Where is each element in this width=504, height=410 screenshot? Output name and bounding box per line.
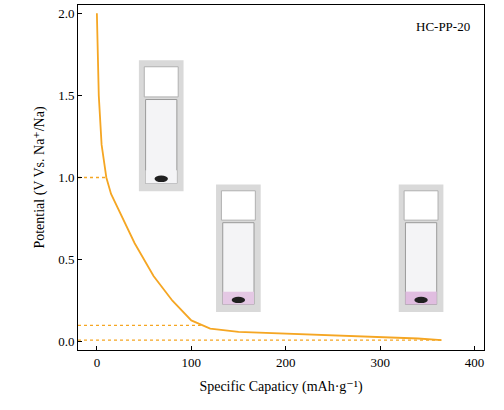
svg-text:0.0: 0.0: [58, 334, 74, 349]
svg-text:HC-PP-20: HC-PP-20: [416, 19, 470, 34]
svg-text:300: 300: [370, 355, 390, 370]
svg-text:Specific Capaticy (mAh·g⁻¹): Specific Capaticy (mAh·g⁻¹): [199, 379, 363, 395]
svg-text:400: 400: [465, 355, 485, 370]
svg-text:0.5: 0.5: [58, 252, 74, 267]
svg-text:100: 100: [182, 355, 202, 370]
svg-text:1.0: 1.0: [58, 170, 74, 185]
svg-text:0: 0: [94, 355, 101, 370]
svg-text:1.5: 1.5: [58, 88, 74, 103]
svg-text:200: 200: [276, 355, 296, 370]
svg-text:2.0: 2.0: [58, 6, 74, 21]
svg-text:Potential (V Vs. Na⁺/Na): Potential (V Vs. Na⁺/Na): [32, 106, 48, 249]
